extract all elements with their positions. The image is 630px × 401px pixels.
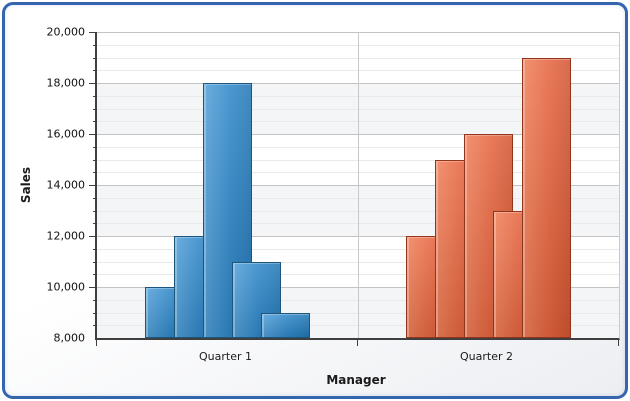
x-axis-title: Manager (326, 373, 386, 387)
y-axis-tick-labels: 8,000 10,000 12,000 14,000 16,000 18,000 20,00… (5, 26, 88, 345)
y-axis-tick (89, 236, 97, 237)
y-axis-tick-label: 16,000 (46, 127, 86, 141)
category-label-quarter-1: Quarter 1 (199, 350, 252, 363)
y-axis-tick (93, 248, 97, 250)
x-axis-tick (96, 340, 97, 346)
y-axis-tick (93, 57, 97, 59)
y-axis-tick (93, 159, 97, 161)
bar-quarter-1-5 (261, 312, 311, 338)
y-axis-tick (93, 44, 97, 46)
y-axis-tick (89, 134, 97, 135)
y-axis-tick-label: 18,000 (46, 76, 86, 90)
y-axis-tick (89, 32, 97, 33)
y-axis-tick (89, 83, 97, 84)
y-axis-tick (93, 274, 97, 276)
category-label-quarter-2: Quarter 2 (460, 350, 513, 363)
x-axis-tick (357, 340, 358, 346)
y-axis-tick-label: 14,000 (46, 178, 86, 192)
y-axis-tick (93, 172, 97, 174)
y-axis-tick (89, 185, 97, 186)
y-axis-tick (93, 197, 97, 199)
x-axis-tick (618, 340, 619, 346)
y-axis-tick-label: 12,000 (46, 229, 86, 243)
y-axis-tick (93, 146, 97, 148)
y-axis-tick (93, 312, 97, 314)
y-axis-tick (93, 108, 97, 110)
y-axis-tick (93, 210, 97, 212)
plot-area (89, 32, 620, 346)
y-axis-tick (93, 261, 97, 263)
y-axis-tick-label: 20,000 (46, 25, 86, 39)
y-axis-tick (93, 121, 97, 123)
category-divider-line (358, 32, 359, 338)
y-axis-tick (93, 70, 97, 72)
y-axis-tick (93, 223, 97, 225)
y-axis-tick (89, 287, 97, 288)
y-axis-tick (93, 299, 97, 301)
y-axis-tick (93, 325, 97, 327)
y-axis-tick-label: 10,000 (46, 280, 86, 294)
y-axis-tick-label: 8,000 (53, 331, 86, 345)
y-axis-tick (93, 95, 97, 97)
bar-quarter-2-5 (522, 57, 572, 338)
